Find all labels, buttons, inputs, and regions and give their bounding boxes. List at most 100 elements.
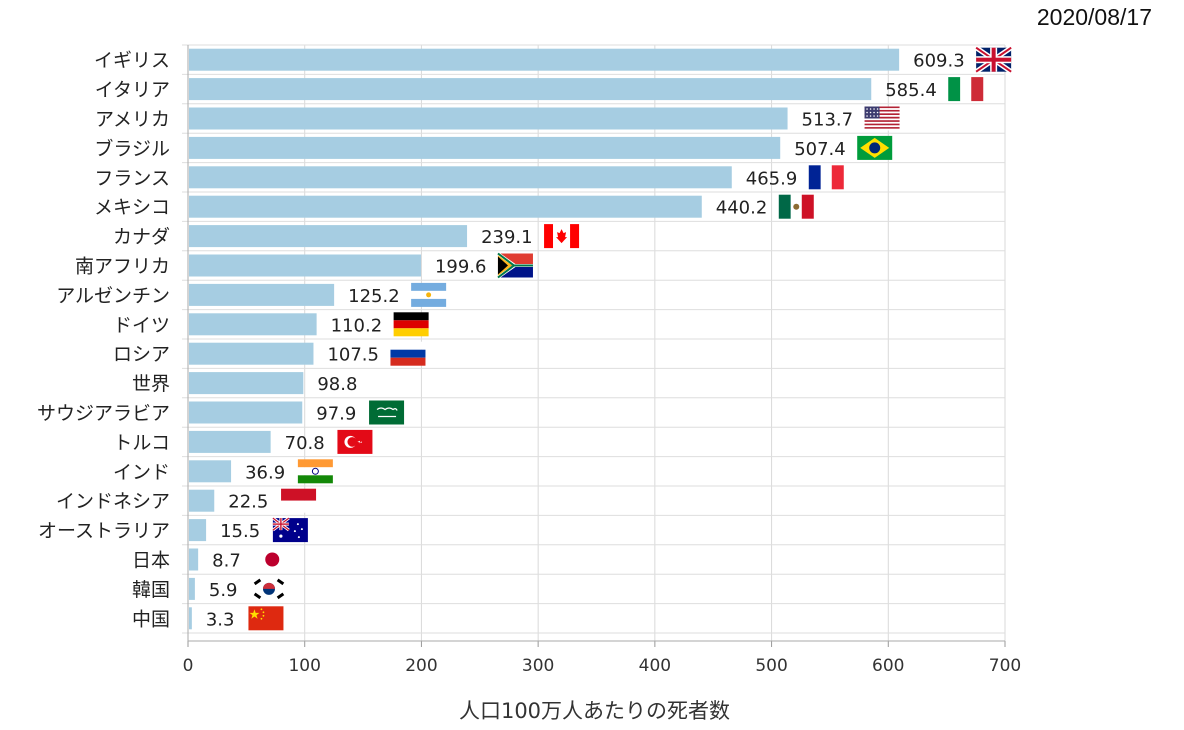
category-label: サウジアラビア	[37, 403, 170, 425]
flag-part	[411, 298, 447, 307]
flag-part	[426, 292, 432, 298]
value-label: 199.6	[435, 257, 487, 278]
flag-part	[793, 203, 800, 210]
flag-part	[864, 108, 900, 110]
flag-part	[272, 523, 289, 525]
bar	[189, 548, 199, 571]
flag-part	[876, 111, 879, 114]
flag-part	[393, 312, 429, 321]
category-label: カナダ	[113, 226, 170, 248]
value-label: 36.9	[245, 462, 285, 483]
flag-part	[260, 608, 263, 611]
flag-part	[864, 127, 900, 129]
x-axis-title: 人口100万人あたりの死者数	[459, 699, 730, 723]
category-label: トルコ	[113, 432, 170, 454]
flag-part	[864, 116, 900, 119]
flag-part	[778, 194, 791, 219]
value-label: 5.9	[209, 580, 238, 601]
china-flag-icon	[248, 606, 284, 631]
flag-part	[497, 252, 533, 279]
flag-part	[262, 611, 265, 614]
flag-part	[293, 530, 296, 533]
flag-part	[864, 109, 900, 112]
flag-part	[300, 528, 303, 531]
australia-flag-icon	[271, 516, 308, 543]
category-label: インドネシア	[56, 491, 170, 513]
value-label: 107.5	[327, 345, 379, 366]
category-label: ドイツ	[113, 314, 170, 336]
flag-part	[876, 108, 879, 110]
flag-part	[411, 282, 447, 291]
category-label: オーストラリア	[38, 520, 170, 542]
flag-part	[265, 552, 280, 567]
date-label: 2020/08/17	[1036, 4, 1152, 30]
category-label: 南アフリカ	[75, 256, 170, 278]
category-label: ブラジル	[94, 137, 170, 160]
flag-part	[253, 592, 262, 600]
india-flag-icon	[297, 459, 333, 484]
category-label: アルゼンチン	[56, 285, 170, 307]
flag-part	[393, 328, 429, 337]
value-label: 70.8	[285, 433, 325, 454]
category-label: 韓国	[132, 579, 170, 601]
usa-flag-icon	[864, 106, 900, 131]
saudi-arabia-flag-icon	[369, 400, 405, 425]
bar	[189, 460, 232, 483]
bar	[189, 195, 702, 218]
flag-part	[948, 77, 961, 102]
flag-part	[249, 609, 260, 619]
flag-part	[864, 106, 880, 119]
flag-part	[347, 437, 358, 447]
flag-part	[864, 106, 900, 109]
category-label: アメリカ	[95, 109, 170, 131]
flag-part	[297, 536, 300, 539]
flag-part	[976, 57, 1012, 62]
x-tick-label: 100	[288, 656, 320, 676]
japan-flag-icon	[254, 547, 290, 572]
x-tick-label: 200	[405, 656, 437, 676]
flag-part	[864, 128, 900, 131]
x-tick-label: 400	[639, 656, 671, 676]
bar	[189, 342, 314, 365]
category-label: メキシコ	[94, 197, 170, 219]
flag-part	[864, 118, 900, 121]
bar	[189, 283, 335, 306]
korea-flag-icon	[251, 576, 287, 601]
value-label: 97.9	[316, 404, 356, 425]
flag-part	[873, 115, 875, 117]
flag-part	[873, 111, 875, 114]
flag-part	[866, 111, 868, 114]
x-tick-label: 500	[755, 656, 787, 676]
mexico-flag-icon	[778, 194, 814, 219]
bar	[189, 577, 195, 600]
flag-part	[262, 582, 275, 589]
x-tick-label: 600	[872, 656, 904, 676]
flag-part	[376, 407, 398, 411]
flag-part	[497, 256, 508, 275]
flag-part	[276, 592, 285, 600]
bar	[189, 372, 304, 395]
value-label: 125.2	[348, 286, 400, 307]
flag-part	[369, 400, 405, 425]
x-tick-label: 300	[522, 656, 554, 676]
flag-part	[873, 108, 875, 110]
value-label: 22.5	[228, 492, 268, 513]
france-flag-icon	[808, 165, 844, 190]
bar	[189, 430, 271, 453]
flag-part	[869, 115, 872, 117]
bar	[189, 254, 421, 277]
flag-part	[570, 224, 580, 249]
category-label: 世界	[132, 373, 170, 395]
flag-part	[820, 165, 832, 190]
bar	[189, 401, 303, 424]
flag-part	[866, 108, 868, 110]
value-label: 507.4	[794, 139, 846, 160]
flag-part	[556, 229, 568, 244]
bar	[189, 489, 215, 512]
flag-part	[869, 108, 872, 110]
flag-part	[296, 523, 299, 526]
flag-part	[279, 534, 283, 538]
bar	[189, 225, 468, 248]
flag-part	[544, 224, 554, 249]
